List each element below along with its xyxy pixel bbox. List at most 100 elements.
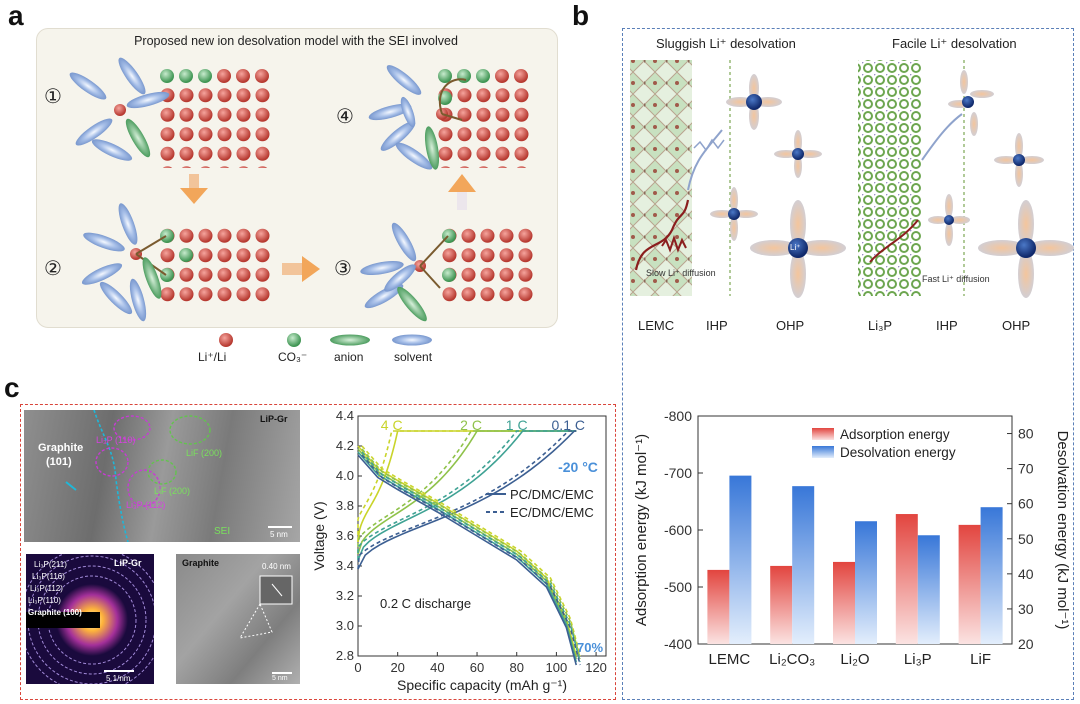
- y-tick-label: -600: [664, 522, 692, 538]
- scale-top: 5 nm: [270, 530, 288, 539]
- step-1: ①: [44, 86, 62, 108]
- x-tick-label: 60: [470, 660, 484, 675]
- y-tick-label: 3.2: [336, 588, 354, 603]
- charge-curve: [357, 430, 577, 543]
- graphite-label: Graphite: [38, 442, 84, 454]
- y-axis-label: Adsorption energy (kJ mol⁻¹): [633, 434, 650, 626]
- y2-tick-label: 50: [1018, 531, 1034, 547]
- category-label: LiF: [970, 651, 991, 668]
- retention-label: 70%: [577, 640, 603, 655]
- saed-scale: 5 1/nm: [106, 674, 131, 683]
- fast-diffusion-label: Fast Li⁺ diffusion: [922, 274, 990, 284]
- saed-ring-5: Graphite (100): [28, 608, 82, 617]
- saed-ring-4: Li₃P(110): [28, 596, 61, 605]
- saed-tag: LiP-Gr: [114, 558, 142, 568]
- y2-tick-label: 40: [1018, 566, 1034, 582]
- solvation-step4: [368, 65, 467, 170]
- arrow-right: [282, 256, 320, 282]
- y2-tick-label: 80: [1018, 426, 1034, 442]
- temperature-label: -20 °C: [558, 459, 598, 475]
- charge-curve: [357, 430, 577, 555]
- tem-image-top: LiP-Gr Graphite (101) Li₃P (110) Li₃P (1…: [24, 410, 300, 542]
- x-axis-label: Specific capacity (mAh g⁻¹): [397, 677, 567, 693]
- saed-ring-1: Li₃P(211): [34, 560, 67, 569]
- panel-a-letter: a: [8, 0, 24, 31]
- legend-li: Li⁺/Li: [198, 350, 227, 364]
- discharge-curve: [361, 451, 581, 663]
- energy-chart: -800 -700 -600 -500 -400 20 30 40 50 60 70 80 LEMC Li…: [633, 408, 1071, 668]
- y2-tick-label: 70: [1018, 461, 1034, 477]
- y-tick-label: -400: [664, 636, 692, 652]
- desolvation-bar: [729, 475, 752, 644]
- legend-co3: CO₃⁻: [278, 350, 308, 364]
- x-tick-label: 100: [546, 660, 568, 675]
- solvation-step1: [69, 57, 170, 161]
- adsorption-bar: [770, 565, 793, 644]
- x-tick-label: 120: [585, 660, 607, 675]
- panel-b-letter: b: [572, 0, 590, 31]
- y2-axis-label: Desolvation energy (kJ mol⁻¹): [1054, 431, 1071, 630]
- panel-c-letter: c: [4, 372, 20, 403]
- arrow-down: [180, 174, 208, 204]
- step-2: ②: [44, 258, 62, 280]
- graphite-tem: Graphite 0.40 nm 5 nm: [176, 554, 300, 684]
- panel-a-title: Proposed new ion desolvation model with …: [134, 34, 458, 48]
- graphite-tag: Graphite: [182, 558, 220, 568]
- legend-anion: anion: [334, 350, 364, 364]
- adsorption-bar: [707, 569, 730, 644]
- panel-b-right-title: Facile Li⁺ desolvation: [892, 36, 1017, 51]
- panel-c-frame: [20, 404, 616, 700]
- charge-curve: [357, 430, 577, 560]
- category-label: Li₂CO₃: [769, 651, 815, 668]
- desolvation-bar: [792, 486, 815, 644]
- y-tick-label: -500: [664, 579, 692, 595]
- discharge-label: 0.2 C discharge: [380, 596, 471, 611]
- legend-swatch: [812, 446, 834, 458]
- voltage-chart: 0 20 40 60 80 100 120 2.8 3.0 3.2 3.4 3.6 3.8 4.0 4.2 4…: [311, 408, 607, 693]
- y-axis-label: Voltage (V): [311, 501, 327, 570]
- y2-tick-label: 60: [1018, 496, 1034, 512]
- x-tick-label: 40: [430, 660, 444, 675]
- step-3: ③: [334, 258, 352, 280]
- label-ohp-left: OHP: [776, 318, 805, 333]
- y2-tick-label: 20: [1018, 636, 1034, 652]
- legend-solvent: solvent: [394, 350, 433, 364]
- charge-curve: [357, 430, 577, 561]
- discharge-curve: [357, 445, 578, 657]
- desolvation-bar: [917, 535, 940, 644]
- y-tick-label: 3.0: [336, 618, 354, 633]
- adsorption-bar: [895, 514, 918, 644]
- panel-b-diagram: [630, 60, 1074, 298]
- li3p-112-label: Li₃P (112): [126, 500, 166, 510]
- lattice-step4: [436, 69, 531, 168]
- discharge-curve: [361, 445, 581, 657]
- sei-label: SEI: [214, 526, 231, 537]
- discharge-curve: [357, 451, 578, 663]
- graphite-plane: (101): [46, 456, 72, 468]
- saed-ring-3: Li₃P(112): [30, 584, 63, 593]
- category-label: Li₃P: [904, 651, 932, 668]
- lattice-step2: [158, 226, 272, 306]
- label-ohp-right: OHP: [1002, 318, 1031, 333]
- charge-curve: [357, 430, 577, 570]
- y-tick-label: -800: [664, 408, 692, 424]
- slow-diffusion-label: Slow Li⁺ diffusion: [646, 268, 716, 278]
- panel-a-legend-icons: [219, 333, 432, 347]
- y2-tick-label: 30: [1018, 601, 1034, 617]
- category-label: Li₂O: [840, 651, 869, 668]
- y-tick-label: 3.4: [336, 558, 354, 573]
- x-tick-label: 80: [509, 660, 523, 675]
- step-4: ④: [336, 106, 354, 128]
- label-ihp-right: IHP: [936, 318, 958, 333]
- lif-200-label-b: LiF (200): [154, 486, 191, 496]
- lattice-step3: [440, 226, 535, 306]
- rate-label: 0.1 C: [552, 417, 585, 433]
- legend-label: Adsorption energy: [840, 427, 950, 442]
- panel-a-diagram: [69, 57, 535, 322]
- panel-b-frame: [622, 28, 1074, 700]
- solvation-step2: [81, 203, 167, 322]
- category-label: LEMC: [709, 651, 751, 668]
- lif-200-label-a: LiF (200): [186, 448, 223, 458]
- rate-label: 1 C: [506, 417, 528, 433]
- rate-label: 2 C: [460, 417, 482, 433]
